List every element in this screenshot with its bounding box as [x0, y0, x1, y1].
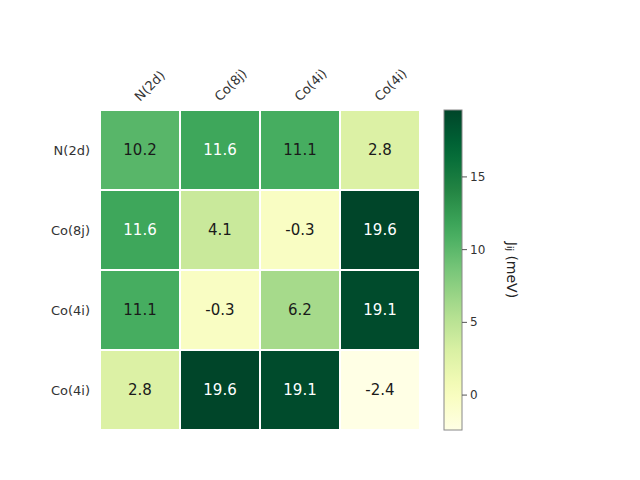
- data-label: 2.8: [368, 141, 392, 159]
- colorbar-tick: [462, 322, 467, 323]
- heatmap-cell: [101, 351, 179, 429]
- data-label: 10.2: [123, 141, 156, 159]
- data-label: -0.3: [205, 301, 234, 319]
- data-label: -0.3: [285, 221, 314, 239]
- cell-labels: 10.2 11.6 11.1 2.8 11.6 4.1 -0.3 19.6 11.1 -0.3 6.…: [123, 141, 396, 399]
- colorbar-scale: [444, 110, 462, 430]
- colorbar-tick-label: 15: [470, 170, 485, 184]
- heatmap-cell: [261, 351, 339, 429]
- chart-container: 10.2 11.6 11.1 2.8 11.6 4.1 -0.3 19.6 11.1 -0.3 6.…: [0, 0, 640, 480]
- data-label: 19.6: [203, 381, 236, 399]
- data-label: 11.6: [203, 141, 236, 159]
- heatmap-cell: [101, 271, 179, 349]
- heatmap-cell: [181, 191, 259, 269]
- data-label: 4.1: [208, 221, 232, 239]
- colorbar-tick: [462, 249, 467, 250]
- heatmap-cell: [341, 271, 419, 349]
- y-tick-label: Co(4i): [51, 383, 90, 398]
- data-label: 19.1: [363, 301, 396, 319]
- x-tick-label: N(2d): [132, 68, 168, 104]
- data-label: 11.1: [283, 141, 316, 159]
- colorbar: 0 5 10 15 Jᵢⱼ (meV): [444, 110, 520, 430]
- colorbar-tick-label: 0: [470, 388, 478, 402]
- heatmap-cell: [181, 351, 259, 429]
- heatmap-cell: [261, 271, 339, 349]
- y-tick-label: N(2d): [54, 143, 90, 158]
- heatmap-cell: [101, 111, 179, 189]
- y-axis: N(2d) Co(8j) Co(4i) Co(4i): [51, 143, 90, 398]
- x-tick-label: Co(4i): [292, 66, 330, 104]
- y-tick-label: Co(4i): [51, 303, 90, 318]
- data-label: 2.8: [128, 381, 152, 399]
- data-label: -2.4: [365, 381, 394, 399]
- data-label: 11.1: [123, 301, 156, 319]
- data-label: 6.2: [288, 301, 312, 319]
- colorbar-tick: [462, 176, 467, 177]
- heatmap-cell: [261, 191, 339, 269]
- cells: [101, 111, 419, 429]
- x-axis: N(2d) Co(8j) Co(4i) Co(4i): [132, 66, 410, 104]
- heatmap-cell: [181, 111, 259, 189]
- colorbar-label: Jᵢⱼ (meV): [504, 241, 520, 298]
- chart: 10.2 11.6 11.1 2.8 11.6 4.1 -0.3 19.6 11.1 -0.3 6.…: [0, 0, 640, 480]
- data-label: 19.1: [283, 381, 316, 399]
- data-label: 11.6: [123, 221, 156, 239]
- colorbar-tick-label: 5: [470, 315, 478, 329]
- y-tick-label: Co(8j): [51, 223, 90, 238]
- x-tick-label: Co(4i): [372, 66, 410, 104]
- data-label: 19.6: [363, 221, 396, 239]
- heatmap-cell: [341, 111, 419, 189]
- colorbar-tick: [462, 395, 467, 396]
- heatmap-cell: [101, 191, 179, 269]
- heatmap-cell: [341, 191, 419, 269]
- heatmap-cell: [181, 271, 259, 349]
- colorbar-tick-label: 10: [470, 243, 485, 257]
- x-tick-label: Co(8j): [212, 66, 250, 104]
- heatmap-cell: [341, 351, 419, 429]
- heatmap-cell: [261, 111, 339, 189]
